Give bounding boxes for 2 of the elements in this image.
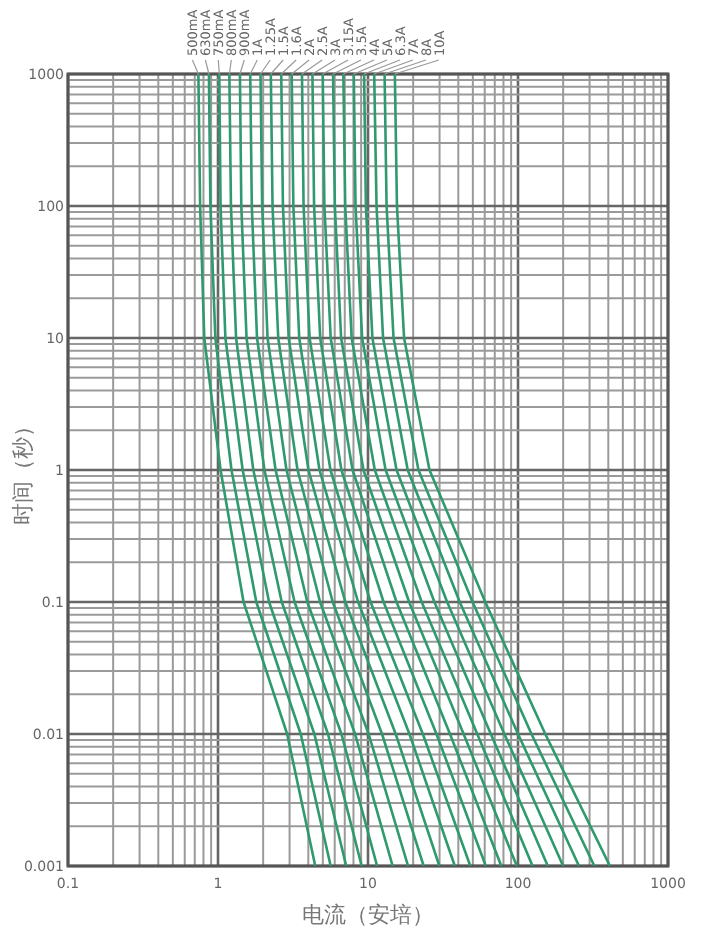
y-axis-title: 时间（秒）: [10, 415, 36, 525]
x-axis-title: 电流（安培）: [302, 902, 434, 928]
